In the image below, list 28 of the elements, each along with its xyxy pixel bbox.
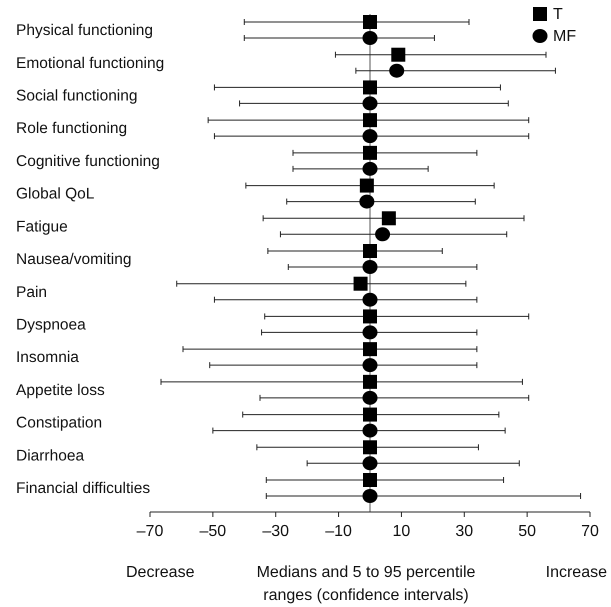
x-tick-label: 50: [518, 523, 536, 540]
y-tick-label: Dyspnoea: [16, 316, 86, 334]
text: Decrease: [126, 564, 195, 581]
y-tick-label: Cognitive functioning: [16, 152, 160, 170]
y-tick-label: Global QoL: [16, 186, 95, 203]
x-tick-label: –30: [262, 523, 290, 540]
y-tick-label: Financial difficulties: [16, 480, 150, 498]
y-tick-label: Insomnia: [16, 349, 80, 366]
x-axis-title: Medians and 5 to 95 percentile ranges (confidence intervals): [256, 564, 476, 604]
x-tick-label: –50: [200, 523, 226, 540]
legend-label: T: [553, 6, 563, 24]
x-tick-label: 70: [581, 523, 599, 540]
x-tick-label: –70: [136, 523, 164, 540]
y-tick-label: Pain: [16, 284, 48, 301]
x-tick-label: –10: [325, 523, 352, 540]
y-tick-label: Fatigue: [16, 218, 68, 236]
x-tick-label: 30: [455, 523, 474, 540]
y-tick-label: Appetite loss: [16, 382, 105, 399]
y-tick-label: Diarrhoea: [16, 447, 84, 464]
y-tick-label: Social functioning: [16, 88, 138, 105]
legend-label: MF: [553, 28, 576, 46]
y-tick-label: Physical functioning: [16, 22, 153, 40]
y-tick-label: Nausea/vomiting: [16, 251, 132, 268]
text: Increase: [546, 564, 608, 581]
y-tick-label: Role functioning: [16, 120, 128, 138]
x-tick-label: 10: [392, 523, 410, 540]
y-tick-label: Constipation: [16, 414, 102, 432]
y-tick-label: Emotional functioning: [16, 54, 164, 72]
